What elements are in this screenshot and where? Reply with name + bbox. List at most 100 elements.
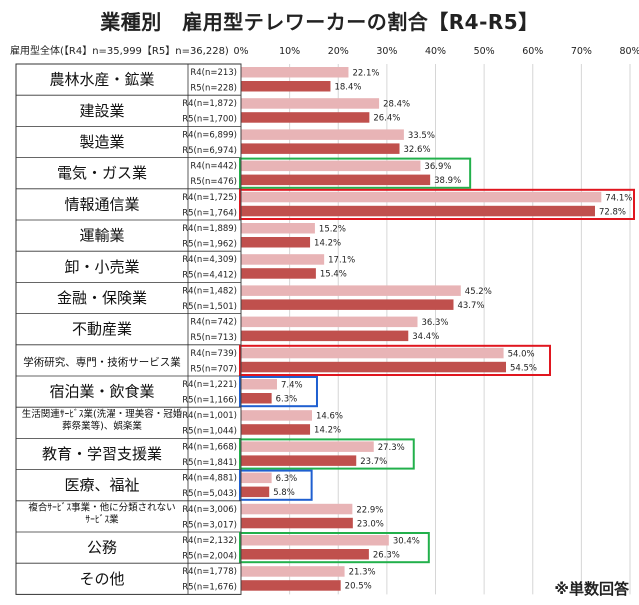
bar-r4 xyxy=(241,67,349,78)
data-label-r4: 14.6% xyxy=(316,412,343,422)
series-n-label: R4(n=1,668) xyxy=(182,442,237,452)
x-tick-label: 70% xyxy=(571,46,592,57)
series-n-label: R4(n=1,889) xyxy=(182,224,237,234)
bar-r5 xyxy=(241,112,370,123)
data-label-r4: 33.5% xyxy=(408,131,435,141)
series-n-label: R5(n=713) xyxy=(190,333,237,343)
bar-r4 xyxy=(241,379,277,390)
category-name: 農林水産・鉱業 xyxy=(49,71,154,89)
series-n-label: R5(n=476) xyxy=(190,177,237,187)
bar-r5 xyxy=(241,143,400,154)
category-name: ｻｰﾋﾞｽ業 xyxy=(85,513,119,525)
data-label-r4: 36.3% xyxy=(422,318,449,328)
category-name: 卸・小売業 xyxy=(64,258,139,276)
data-label-r4: 36.9% xyxy=(424,162,451,172)
category-name: 学術研究、専門・技術サービス業 xyxy=(23,355,181,368)
series-n-label: R4(n=1,725) xyxy=(182,193,237,203)
data-label-r5: 26.4% xyxy=(373,114,400,124)
series-n-label: R4(n=3,006) xyxy=(182,505,237,515)
data-label-r5: 38.9% xyxy=(434,176,461,186)
bar-r4 xyxy=(241,191,602,203)
series-n-label: R5(n=228) xyxy=(190,84,237,94)
category-name: 複合ｻｰﾋﾞｽ事業・他に分類されない xyxy=(28,501,175,513)
x-tick-label: 80% xyxy=(619,46,639,57)
data-label-r4: 6.3% xyxy=(276,474,298,484)
category-name: 建設業 xyxy=(79,102,124,120)
bar-r4 xyxy=(241,472,272,484)
data-label-r4: 7.4% xyxy=(281,381,303,391)
series-n-label: R4(n=213) xyxy=(190,68,237,78)
data-label-r4: 28.4% xyxy=(383,100,410,110)
data-label-r5: 23.7% xyxy=(360,457,387,467)
series-n-label: R5(n=1,764) xyxy=(182,208,237,218)
bar-r4 xyxy=(241,410,312,421)
data-label-r5: 34.4% xyxy=(412,332,439,342)
series-n-label: R5(n=1,962) xyxy=(182,240,237,250)
bar-r4 xyxy=(241,347,504,359)
x-tick-label: 0% xyxy=(233,46,248,57)
data-label-r5: 43.7% xyxy=(457,301,484,311)
series-n-label: R4(n=1,778) xyxy=(182,567,237,577)
category-name: 電気・ガス業 xyxy=(57,164,147,182)
series-n-label: R5(n=707) xyxy=(190,364,237,374)
data-label-r5: 32.6% xyxy=(404,145,431,155)
highlight-box-blue xyxy=(239,469,313,501)
category-name: 運輸業 xyxy=(79,227,124,245)
chart-title: 業種別 雇用型テレワーカーの割合【R4-R5】 xyxy=(100,10,539,34)
bar-r5 xyxy=(241,81,331,92)
highlight-box-green xyxy=(239,532,430,564)
bar-r5 xyxy=(241,205,595,217)
bar-r5 xyxy=(241,299,454,310)
x-tick-label: 40% xyxy=(425,46,446,57)
data-label-r4: 15.2% xyxy=(319,225,346,235)
bar-r4 xyxy=(241,129,404,140)
bar-r4 xyxy=(241,316,418,328)
highlight-box-red xyxy=(239,344,552,376)
series-n-label: R5(n=1,044) xyxy=(182,427,237,437)
data-label-r4: 30.4% xyxy=(393,537,420,547)
bar-r4 xyxy=(241,254,325,265)
series-n-label: R4(n=4,881) xyxy=(182,474,237,484)
bar-r5 xyxy=(241,517,353,529)
bar-r5 xyxy=(241,580,341,591)
data-label-r5: 54.5% xyxy=(510,363,537,373)
series-n-label: R4(n=1,872) xyxy=(182,99,237,109)
bar-r4 xyxy=(241,160,421,172)
category-name: 宿泊業・飲食業 xyxy=(49,383,154,401)
x-tick-label: 50% xyxy=(474,46,495,57)
series-n-label: R4(n=742) xyxy=(190,318,237,328)
bar-r5 xyxy=(241,486,270,498)
bar-r4 xyxy=(241,285,461,296)
x-tick-label: 20% xyxy=(328,46,349,57)
x-tick-label: 30% xyxy=(376,46,397,57)
category-name: 情報通信業 xyxy=(64,195,139,213)
series-n-label: R5(n=4,412) xyxy=(182,271,237,281)
bar-r5 xyxy=(241,455,357,466)
bar-r4 xyxy=(241,98,380,109)
footnote: ※単数回答 xyxy=(554,580,629,598)
bar-r5 xyxy=(241,424,311,435)
data-label-r4: 27.3% xyxy=(378,443,405,453)
highlight-box-green xyxy=(239,438,415,470)
bar-r5 xyxy=(241,174,431,186)
series-n-label: R4(n=6,899) xyxy=(182,130,237,140)
x-tick-label: 10% xyxy=(279,46,300,57)
series-n-label: R5(n=1,841) xyxy=(182,458,237,468)
data-label-r4: 54.0% xyxy=(508,349,535,359)
bar-r4 xyxy=(241,223,315,234)
data-label-r5: 6.3% xyxy=(276,395,298,405)
category-name: 生活関連ｻｰﾋﾞｽ業(洗濯・理美容・冠婚 xyxy=(22,408,183,420)
highlight-box-red xyxy=(239,188,635,221)
series-n-label: R5(n=1,501) xyxy=(182,302,237,312)
header-label: 雇用型全体(【R4】n=35,999【R5】n=36,228) xyxy=(10,44,229,57)
x-tick-label: 60% xyxy=(522,46,543,57)
data-label-r5: 72.8% xyxy=(599,207,626,217)
bar-r5 xyxy=(241,549,369,560)
data-label-r4: 74.1% xyxy=(605,193,632,203)
series-n-label: R4(n=4,309) xyxy=(182,255,237,265)
data-label-r5: 18.4% xyxy=(334,83,361,93)
category-name: 医療、福祉 xyxy=(64,476,139,494)
series-n-label: R4(n=1,221) xyxy=(182,380,237,390)
series-n-label: R4(n=1,001) xyxy=(182,411,237,421)
